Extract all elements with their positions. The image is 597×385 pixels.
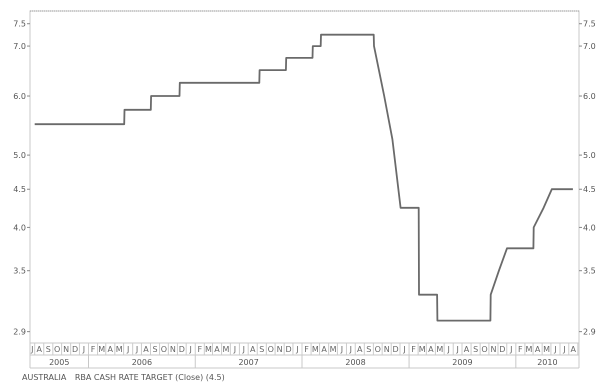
month-label: A <box>464 345 470 354</box>
month-label: J <box>30 345 33 354</box>
month-label: D <box>179 345 185 354</box>
y-tick-label-right: 4.5 <box>583 185 596 194</box>
month-label: J <box>242 345 245 354</box>
year-label: 2006 <box>132 358 152 367</box>
month-label: S <box>259 345 264 354</box>
month-label: J <box>82 345 85 354</box>
month-label: J <box>349 345 352 354</box>
y-tick-label-left: 2.9 <box>13 328 26 337</box>
month-label: A <box>571 345 577 354</box>
y-tick-label-left: 6.0 <box>13 92 26 101</box>
month-label: F <box>411 345 416 354</box>
series-layer <box>34 33 573 322</box>
month-label: D <box>499 345 505 354</box>
y-tick-label-right: 7.0 <box>583 42 596 51</box>
month-label: J <box>295 345 298 354</box>
month-label: F <box>518 345 523 354</box>
month-label: M <box>543 345 550 354</box>
legend-label: AUSTRALIA <box>22 373 67 382</box>
month-label: N <box>277 345 283 354</box>
month-label: S <box>366 345 371 354</box>
month-label: J <box>562 345 565 354</box>
month-label: D <box>393 345 399 354</box>
y-tick-label-left: 7.0 <box>13 42 26 51</box>
y-tick-label-left: 7.5 <box>13 20 26 29</box>
month-label: F <box>91 345 96 354</box>
month-label: O <box>268 345 274 354</box>
y-tick-label-right: 7.5 <box>583 20 596 29</box>
y-tick-label-left: 4.5 <box>13 185 26 194</box>
month-label: J <box>455 345 458 354</box>
month-label: N <box>63 345 69 354</box>
legend-series-label: RBA CASH RATE TARGET (Close) (4.5) <box>74 373 225 382</box>
month-label: A <box>250 345 256 354</box>
month-label: M <box>116 345 123 354</box>
year-label: 2008 <box>345 358 365 367</box>
plot-frame <box>29 10 580 344</box>
month-label: A <box>214 345 220 354</box>
month-label: S <box>46 345 51 354</box>
month-label: M <box>330 345 337 354</box>
month-label: O <box>481 345 487 354</box>
month-label: O <box>54 345 60 354</box>
month-label: J <box>509 345 512 354</box>
month-label: S <box>152 345 157 354</box>
y-tick-label-right: 4.0 <box>583 223 596 232</box>
month-label: N <box>384 345 390 354</box>
month-label: J <box>447 345 450 354</box>
year-label: 2009 <box>452 358 472 367</box>
year-label: 2005 <box>49 358 69 367</box>
month-label: M <box>419 345 426 354</box>
month-label: M <box>526 345 533 354</box>
month-label: J <box>135 345 138 354</box>
y-axis-right: 7.5 7.0 6.0 5.0 4.5 4.0 3.5 2.9 <box>579 20 596 337</box>
month-label: O <box>375 345 381 354</box>
month-label: J <box>553 345 556 354</box>
month-label: J <box>233 345 236 354</box>
month-label: N <box>170 345 176 354</box>
month-label: M <box>205 345 212 354</box>
month-label: N <box>490 345 496 354</box>
month-label: J <box>402 345 405 354</box>
y-tick-label-left: 3.5 <box>13 267 26 276</box>
month-label: A <box>108 345 114 354</box>
y-tick-label-left: 4.0 <box>13 223 26 232</box>
month-label: D <box>72 345 78 354</box>
year-label: 2007 <box>238 358 258 367</box>
month-label: A <box>143 345 149 354</box>
month-label: A <box>321 345 327 354</box>
month-label: A <box>535 345 541 354</box>
month-label: M <box>223 345 230 354</box>
month-label: F <box>197 345 202 354</box>
y-tick-label-right: 2.9 <box>583 328 596 337</box>
month-label: M <box>436 345 443 354</box>
y-axis-left: 7.5 7.0 6.0 5.0 4.5 4.0 3.5 2.9 <box>13 20 30 337</box>
month-label: J <box>189 345 192 354</box>
month-label: A <box>428 345 434 354</box>
y-tick-label-right: 3.5 <box>583 267 596 276</box>
month-label: D <box>285 345 291 354</box>
month-label: F <box>304 345 309 354</box>
month-label: M <box>98 345 105 354</box>
month-label: M <box>312 345 319 354</box>
month-label: A <box>357 345 363 354</box>
year-label: 2010 <box>537 358 557 367</box>
month-label: O <box>161 345 167 354</box>
legend: AUSTRALIA RBA CASH RATE TARGET (Close) (… <box>22 373 231 382</box>
month-label: J <box>340 345 343 354</box>
month-label: A <box>36 345 42 354</box>
y-tick-label-left: 5.0 <box>13 151 26 160</box>
y-tick-label-right: 5.0 <box>583 151 596 160</box>
y-tick-label-right: 6.0 <box>583 92 596 101</box>
series-line <box>34 33 573 322</box>
month-label: S <box>473 345 478 354</box>
month-label: J <box>126 345 129 354</box>
